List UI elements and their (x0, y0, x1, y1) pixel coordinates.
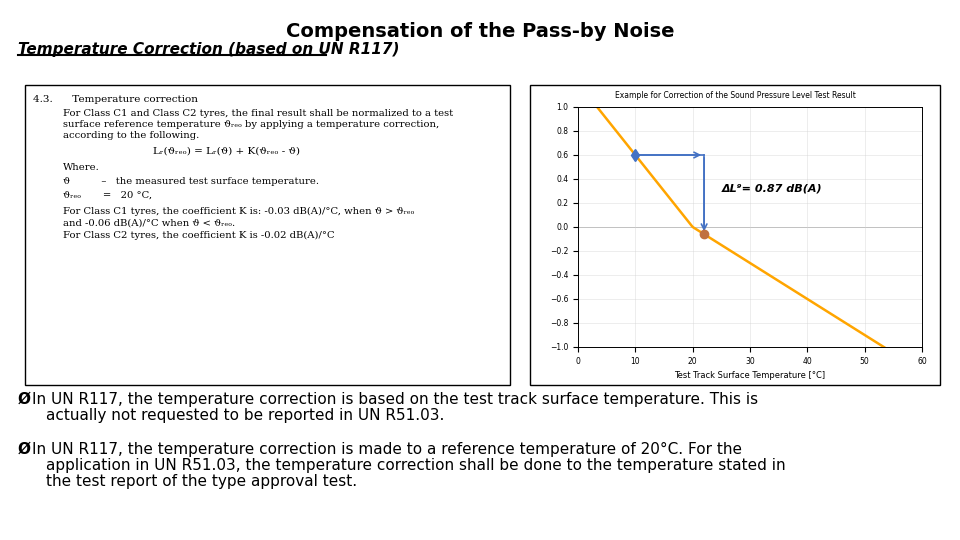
Text: In UN R117, the temperature correction is made to a reference temperature of 20°: In UN R117, the temperature correction i… (32, 442, 742, 457)
X-axis label: Test Track Surface Temperature [°C]: Test Track Surface Temperature [°C] (675, 372, 826, 380)
Text: according to the following.: according to the following. (63, 131, 200, 140)
Text: ϑᵣₑₒ       =   20 °C,: ϑᵣₑₒ = 20 °C, (63, 191, 152, 200)
Text: application in UN R51.03, the temperature correction shall be done to the temper: application in UN R51.03, the temperatur… (46, 458, 785, 473)
Text: Compensation of the Pass-by Noise: Compensation of the Pass-by Noise (286, 22, 674, 41)
Text: the test report of the type approval test.: the test report of the type approval tes… (46, 474, 357, 489)
Text: For Class C2 tyres, the coefficient K is -0.02 dB(A)/°C: For Class C2 tyres, the coefficient K is… (63, 231, 335, 240)
Text: Temperature Correction (based on UN R117): Temperature Correction (based on UN R117… (18, 42, 399, 57)
Text: Where.: Where. (63, 163, 100, 172)
Text: For Class C1 tyres, the coefficient K is: -0.03 dB(A)/°C, when ϑ > ϑᵣₑₒ: For Class C1 tyres, the coefficient K is… (63, 207, 415, 216)
Text: Ø: Ø (18, 442, 31, 457)
Text: Example for Correction of the Sound Pressure Level Test Result: Example for Correction of the Sound Pres… (614, 91, 855, 100)
Text: 4.3.      Temperature correction: 4.3. Temperature correction (33, 95, 198, 104)
Text: In UN R117, the temperature correction is based on the test track surface temper: In UN R117, the temperature correction i… (32, 392, 758, 407)
Bar (25, 85, 510, 385)
Text: surface reference temperature ϑᵣₑₒ by applying a temperature correction,: surface reference temperature ϑᵣₑₒ by ap… (63, 120, 440, 129)
Text: Ø: Ø (18, 392, 31, 407)
Text: actually not requested to be reported in UN R51.03.: actually not requested to be reported in… (46, 408, 444, 423)
Bar (530, 85, 940, 385)
Text: Lᵣ(ϑᵣₑₒ) = Lᵣ(ϑ) + K(ϑᵣₑₒ - ϑ): Lᵣ(ϑᵣₑₒ) = Lᵣ(ϑ) + K(ϑᵣₑₒ - ϑ) (153, 147, 300, 156)
Text: and -0.06 dB(A)/°C when ϑ < ϑᵣₑₒ.: and -0.06 dB(A)/°C when ϑ < ϑᵣₑₒ. (63, 219, 235, 228)
Text: For Class C1 and Class C2 tyres, the final result shall be normalized to a test: For Class C1 and Class C2 tyres, the fin… (63, 109, 453, 118)
Text: ϑ          –   the measured test surface temperature.: ϑ – the measured test surface temperatur… (63, 177, 319, 186)
Text: ΔL⁹= 0.87 dB(A): ΔL⁹= 0.87 dB(A) (721, 184, 822, 194)
